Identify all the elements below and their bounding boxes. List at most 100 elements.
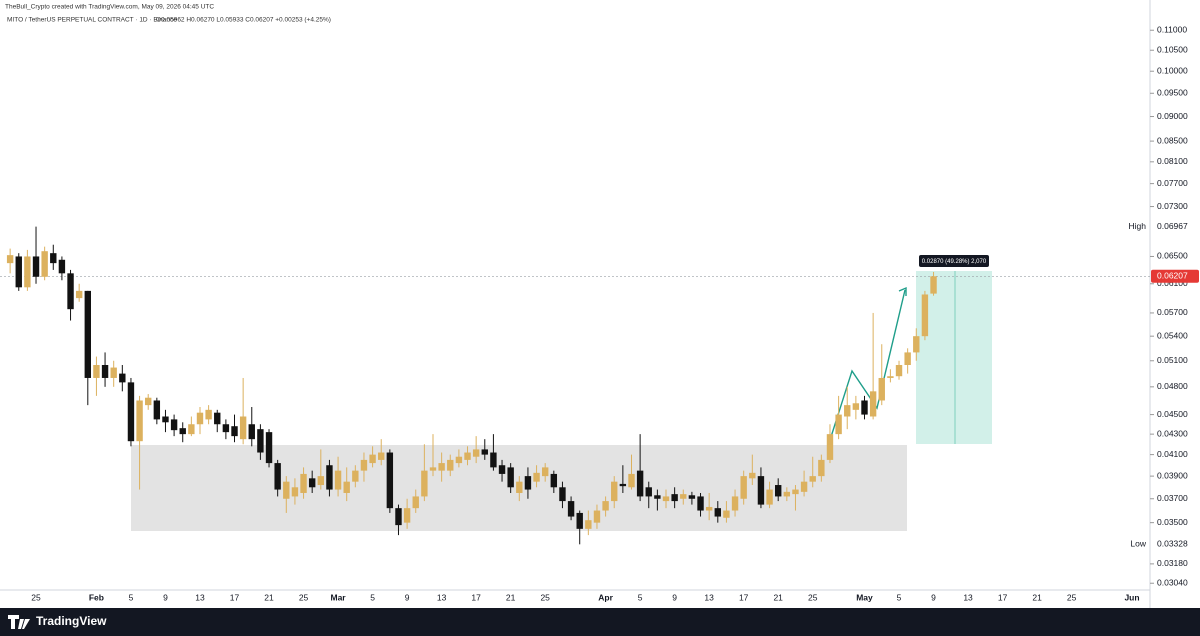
x-tick-label: 9 [672,592,677,602]
candle-body [567,501,575,517]
footer-bar [0,608,1200,636]
plot-layer: 0.11000 0.10500 0.10000 0.09500 0.09000 0.085… [0,24,1199,602]
candle-body [214,412,221,425]
position-box [916,271,992,444]
candle-body [421,470,428,497]
candle-body [378,452,385,460]
candle-body [757,476,765,505]
candle-body [188,424,195,435]
candle-body [472,449,480,457]
candle-body [490,452,497,468]
projection-arrow [829,289,906,441]
candle-body [41,251,48,277]
x-tick-label: 5 [129,592,134,602]
x-tick-label: 25 [1067,592,1077,602]
x-tick-label: 25 [540,592,550,602]
y-tick-label: 0.08100 [1157,156,1188,166]
candle-body [283,481,290,499]
y-tick-label: 0.07300 [1157,201,1188,211]
candle-body [352,470,359,482]
candle-body [507,467,514,488]
y-tick-label: 0.05700 [1157,307,1188,317]
x-tick-label: 21 [506,592,516,602]
candle-body [15,256,22,288]
candle-body [291,487,299,497]
x-tick-label: 9 [163,592,168,602]
x-tick-label: 17 [998,592,1008,602]
candle-body [680,494,687,499]
candle-body [869,391,877,417]
candle-body [326,465,333,490]
candle-body [792,489,799,495]
x-tick-label: Apr [598,592,613,602]
y-tick-label: 0.08500 [1157,135,1188,145]
candle-body [6,255,14,264]
y-tick-label: 0.06100 [1157,278,1188,288]
candle-body [576,512,583,529]
price-label-bg [1152,538,1198,551]
candle-body [67,273,74,310]
x-tick-label: Jun [1124,592,1139,602]
candle-body [24,256,31,288]
candle-body [619,483,627,487]
candle-body [343,481,350,493]
candle-body [611,481,618,502]
candle-body [300,473,307,493]
arrow-head [898,286,907,296]
y-tick-label: 0.09500 [1157,88,1188,98]
header-symbol: MITO / TetherUS PERPETUAL CONTRACT · 1D … [7,17,177,24]
measure-tooltip [919,255,989,267]
x-tick-label: Feb [89,592,104,602]
x-tick-label: 5 [638,592,643,602]
y-tick-label: 0.11000 [1157,24,1187,34]
candle-body [593,510,601,523]
candle-body [550,473,558,488]
candle-body [766,489,773,505]
candle-body [317,476,325,486]
x-tick-label: 25 [299,592,309,602]
candle-body [265,432,273,464]
candle-body [360,459,368,471]
candle-body [464,452,471,460]
candle-body [516,481,523,493]
x-tick-label: May [856,592,873,602]
candle-body [800,481,808,492]
candle-body [559,487,566,502]
candle-body [654,495,661,499]
candle-body [75,290,83,299]
y-tick-label: 0.03040 [1157,577,1188,587]
candle-body [248,424,255,440]
candle-body [524,476,532,490]
candle-body [861,400,868,415]
last-price-label: 0.06207 [1157,271,1188,281]
candle-body [662,496,670,502]
candle-body [257,429,264,453]
y-tick-label: 0.09000 [1157,111,1188,121]
y-tick-label: 0.04300 [1157,428,1188,438]
candle-body [308,478,316,488]
x-tick-label: Mar [331,592,347,602]
x-tick-label: 9 [405,592,410,602]
candle-body [32,256,40,277]
candle-body [809,476,816,482]
y-tick-label: 0.05400 [1157,330,1188,340]
price-label-value: 0.06967 [1157,221,1188,231]
candle-body [895,364,903,377]
candle-body [913,336,920,353]
candle-body [334,470,342,490]
candle-body [455,456,463,464]
x-tick-label: 13 [963,592,973,602]
x-tick-label: 17 [471,592,481,602]
candle-body [585,520,592,529]
footer-brand[interactable]: TradingView [36,614,107,628]
y-tick-label: 0.03900 [1157,470,1188,480]
candle-body [136,400,143,442]
candle-body [498,465,506,474]
candle-body [645,487,652,497]
candle-body [628,473,635,488]
candle-body [205,409,212,420]
candle-body [697,496,704,511]
candle-body [783,491,791,497]
